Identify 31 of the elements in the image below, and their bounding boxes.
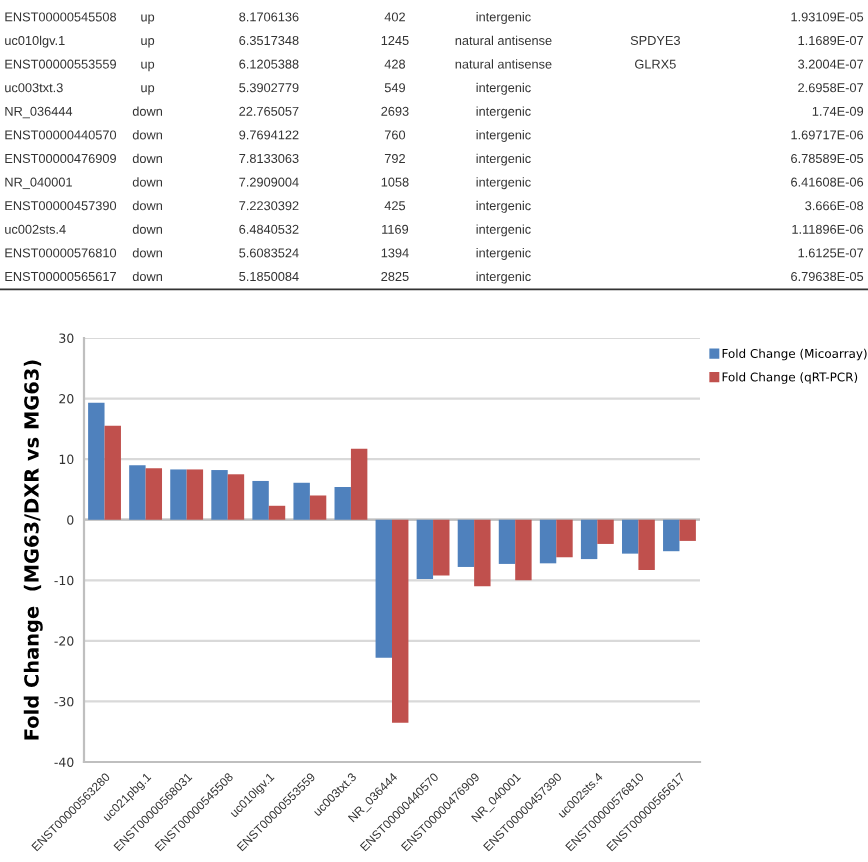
bar — [416, 519, 434, 580]
bar — [433, 519, 450, 576]
bar — [638, 519, 655, 570]
bar — [309, 495, 327, 520]
bar — [211, 470, 228, 520]
y-axis-title: Fold Change (MG63/DXR vs MG63) — [23, 360, 43, 740]
bar — [474, 519, 491, 587]
bar — [457, 519, 475, 567]
bar — [334, 487, 351, 520]
bar — [679, 519, 696, 541]
bar — [145, 468, 163, 520]
bar — [227, 474, 245, 520]
bar — [350, 448, 368, 520]
bar — [621, 519, 639, 554]
bar — [268, 505, 286, 520]
bar — [515, 519, 532, 581]
bar — [556, 519, 573, 558]
bar — [375, 519, 392, 658]
bar — [293, 482, 310, 520]
bar — [129, 465, 146, 520]
bar — [539, 519, 557, 564]
bar — [663, 519, 680, 552]
bar — [597, 519, 614, 544]
bar — [580, 519, 598, 560]
bar — [252, 480, 269, 520]
bar — [498, 519, 516, 564]
bar — [392, 519, 409, 723]
bar — [104, 425, 121, 520]
bar — [88, 402, 105, 520]
bar — [186, 469, 204, 520]
bar — [170, 469, 187, 520]
